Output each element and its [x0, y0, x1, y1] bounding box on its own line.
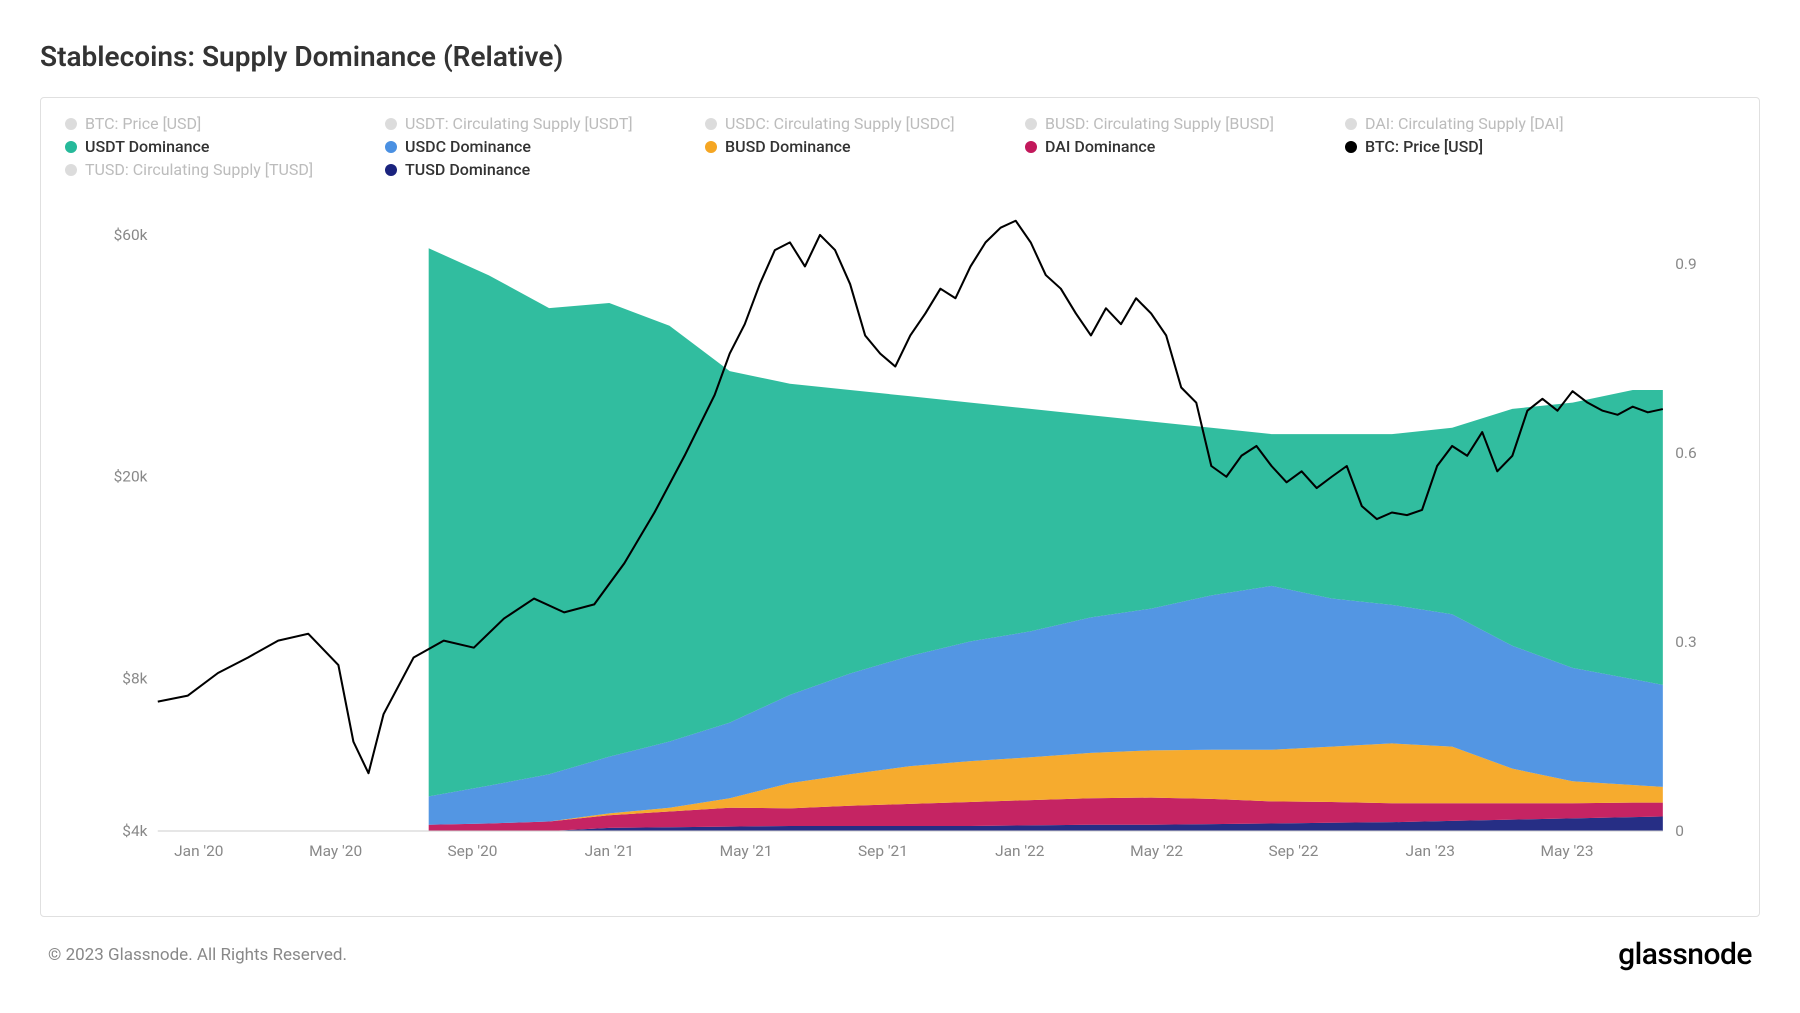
copyright-text: © 2023 Glassnode. All Rights Reserved.: [48, 945, 347, 965]
legend-swatch: [1025, 118, 1037, 130]
legend-item[interactable]: TUSD: Circulating Supply [TUSD]: [65, 160, 345, 179]
svg-text:$8k: $8k: [122, 670, 147, 688]
legend-swatch: [65, 164, 77, 176]
glassnode-logo: glassnode: [1618, 937, 1752, 972]
legend-swatch: [1345, 118, 1357, 130]
legend-item[interactable]: USDT: Circulating Supply [USDT]: [385, 114, 665, 133]
chart-container: BTC: Price [USD] USDT: Circulating Supply…: [40, 97, 1760, 917]
svg-text:Jan '23: Jan '23: [1406, 842, 1455, 860]
legend-swatch: [1345, 141, 1357, 153]
svg-text:0.3: 0.3: [1675, 633, 1696, 651]
chart-title: Stablecoins: Supply Dominance (Relative): [40, 40, 1760, 73]
svg-text:May '22: May '22: [1130, 842, 1183, 860]
svg-text:0.9: 0.9: [1675, 255, 1696, 273]
svg-text:0.6: 0.6: [1675, 444, 1696, 462]
legend-label: TUSD: Circulating Supply [TUSD]: [85, 160, 313, 179]
legend: BTC: Price [USD] USDT: Circulating Supply…: [65, 114, 1735, 179]
legend-swatch: [385, 141, 397, 153]
legend-swatch: [705, 141, 717, 153]
legend-swatch: [1025, 141, 1037, 153]
svg-text:Jan '20: Jan '20: [174, 842, 223, 860]
legend-swatch: [65, 118, 77, 130]
legend-item[interactable]: TUSD Dominance: [385, 160, 665, 179]
legend-label: TUSD Dominance: [405, 160, 530, 179]
legend-label: USDT: Circulating Supply [USDT]: [405, 114, 633, 133]
legend-swatch: [385, 118, 397, 130]
chart-svg: $4k $8k $20k $60k 0 0.3 0.6 0.9 Jan '20 May '20 Se…: [65, 191, 1735, 871]
legend-swatch: [65, 141, 77, 153]
svg-text:$4k: $4k: [122, 822, 147, 840]
legend-item[interactable]: DAI: Circulating Supply [DAI]: [1345, 114, 1625, 133]
legend-item[interactable]: BUSD Dominance: [705, 137, 985, 156]
legend-label: BUSD: Circulating Supply [BUSD]: [1045, 114, 1274, 133]
legend-swatch: [385, 164, 397, 176]
legend-label: BUSD Dominance: [725, 137, 851, 156]
legend-label: BTC: Price [USD]: [85, 114, 201, 133]
svg-text:Sep '22: Sep '22: [1268, 842, 1318, 860]
legend-label: USDT Dominance: [85, 137, 209, 156]
svg-text:0: 0: [1675, 822, 1684, 840]
legend-item[interactable]: DAI Dominance: [1025, 137, 1305, 156]
plot-area: glassnode $4k$8k$20k$60k00.30.60.9Jan '2…: [65, 191, 1735, 871]
legend-label: USDC: Circulating Supply [USDC]: [725, 114, 955, 133]
svg-text:May '23: May '23: [1541, 842, 1594, 860]
legend-label: DAI Dominance: [1045, 137, 1155, 156]
legend-item[interactable]: BTC: Price [USD]: [1345, 137, 1625, 156]
legend-item[interactable]: USDC Dominance: [385, 137, 665, 156]
svg-text:Jan '22: Jan '22: [995, 842, 1044, 860]
legend-label: DAI: Circulating Supply [DAI]: [1365, 114, 1564, 133]
footer: © 2023 Glassnode. All Rights Reserved. g…: [40, 937, 1760, 972]
svg-text:$60k: $60k: [114, 226, 148, 244]
legend-label: USDC Dominance: [405, 137, 531, 156]
legend-item[interactable]: USDT Dominance: [65, 137, 345, 156]
svg-text:$20k: $20k: [114, 468, 148, 486]
svg-text:Sep '21: Sep '21: [858, 842, 908, 860]
legend-item[interactable]: BTC: Price [USD]: [65, 114, 345, 133]
legend-item[interactable]: BUSD: Circulating Supply [BUSD]: [1025, 114, 1305, 133]
svg-text:May '21: May '21: [720, 842, 773, 860]
legend-item[interactable]: USDC: Circulating Supply [USDC]: [705, 114, 985, 133]
svg-text:Sep '20: Sep '20: [447, 842, 497, 860]
legend-swatch: [705, 118, 717, 130]
svg-text:Jan '21: Jan '21: [585, 842, 634, 860]
svg-text:May '20: May '20: [309, 842, 362, 860]
legend-label: BTC: Price [USD]: [1365, 137, 1483, 156]
